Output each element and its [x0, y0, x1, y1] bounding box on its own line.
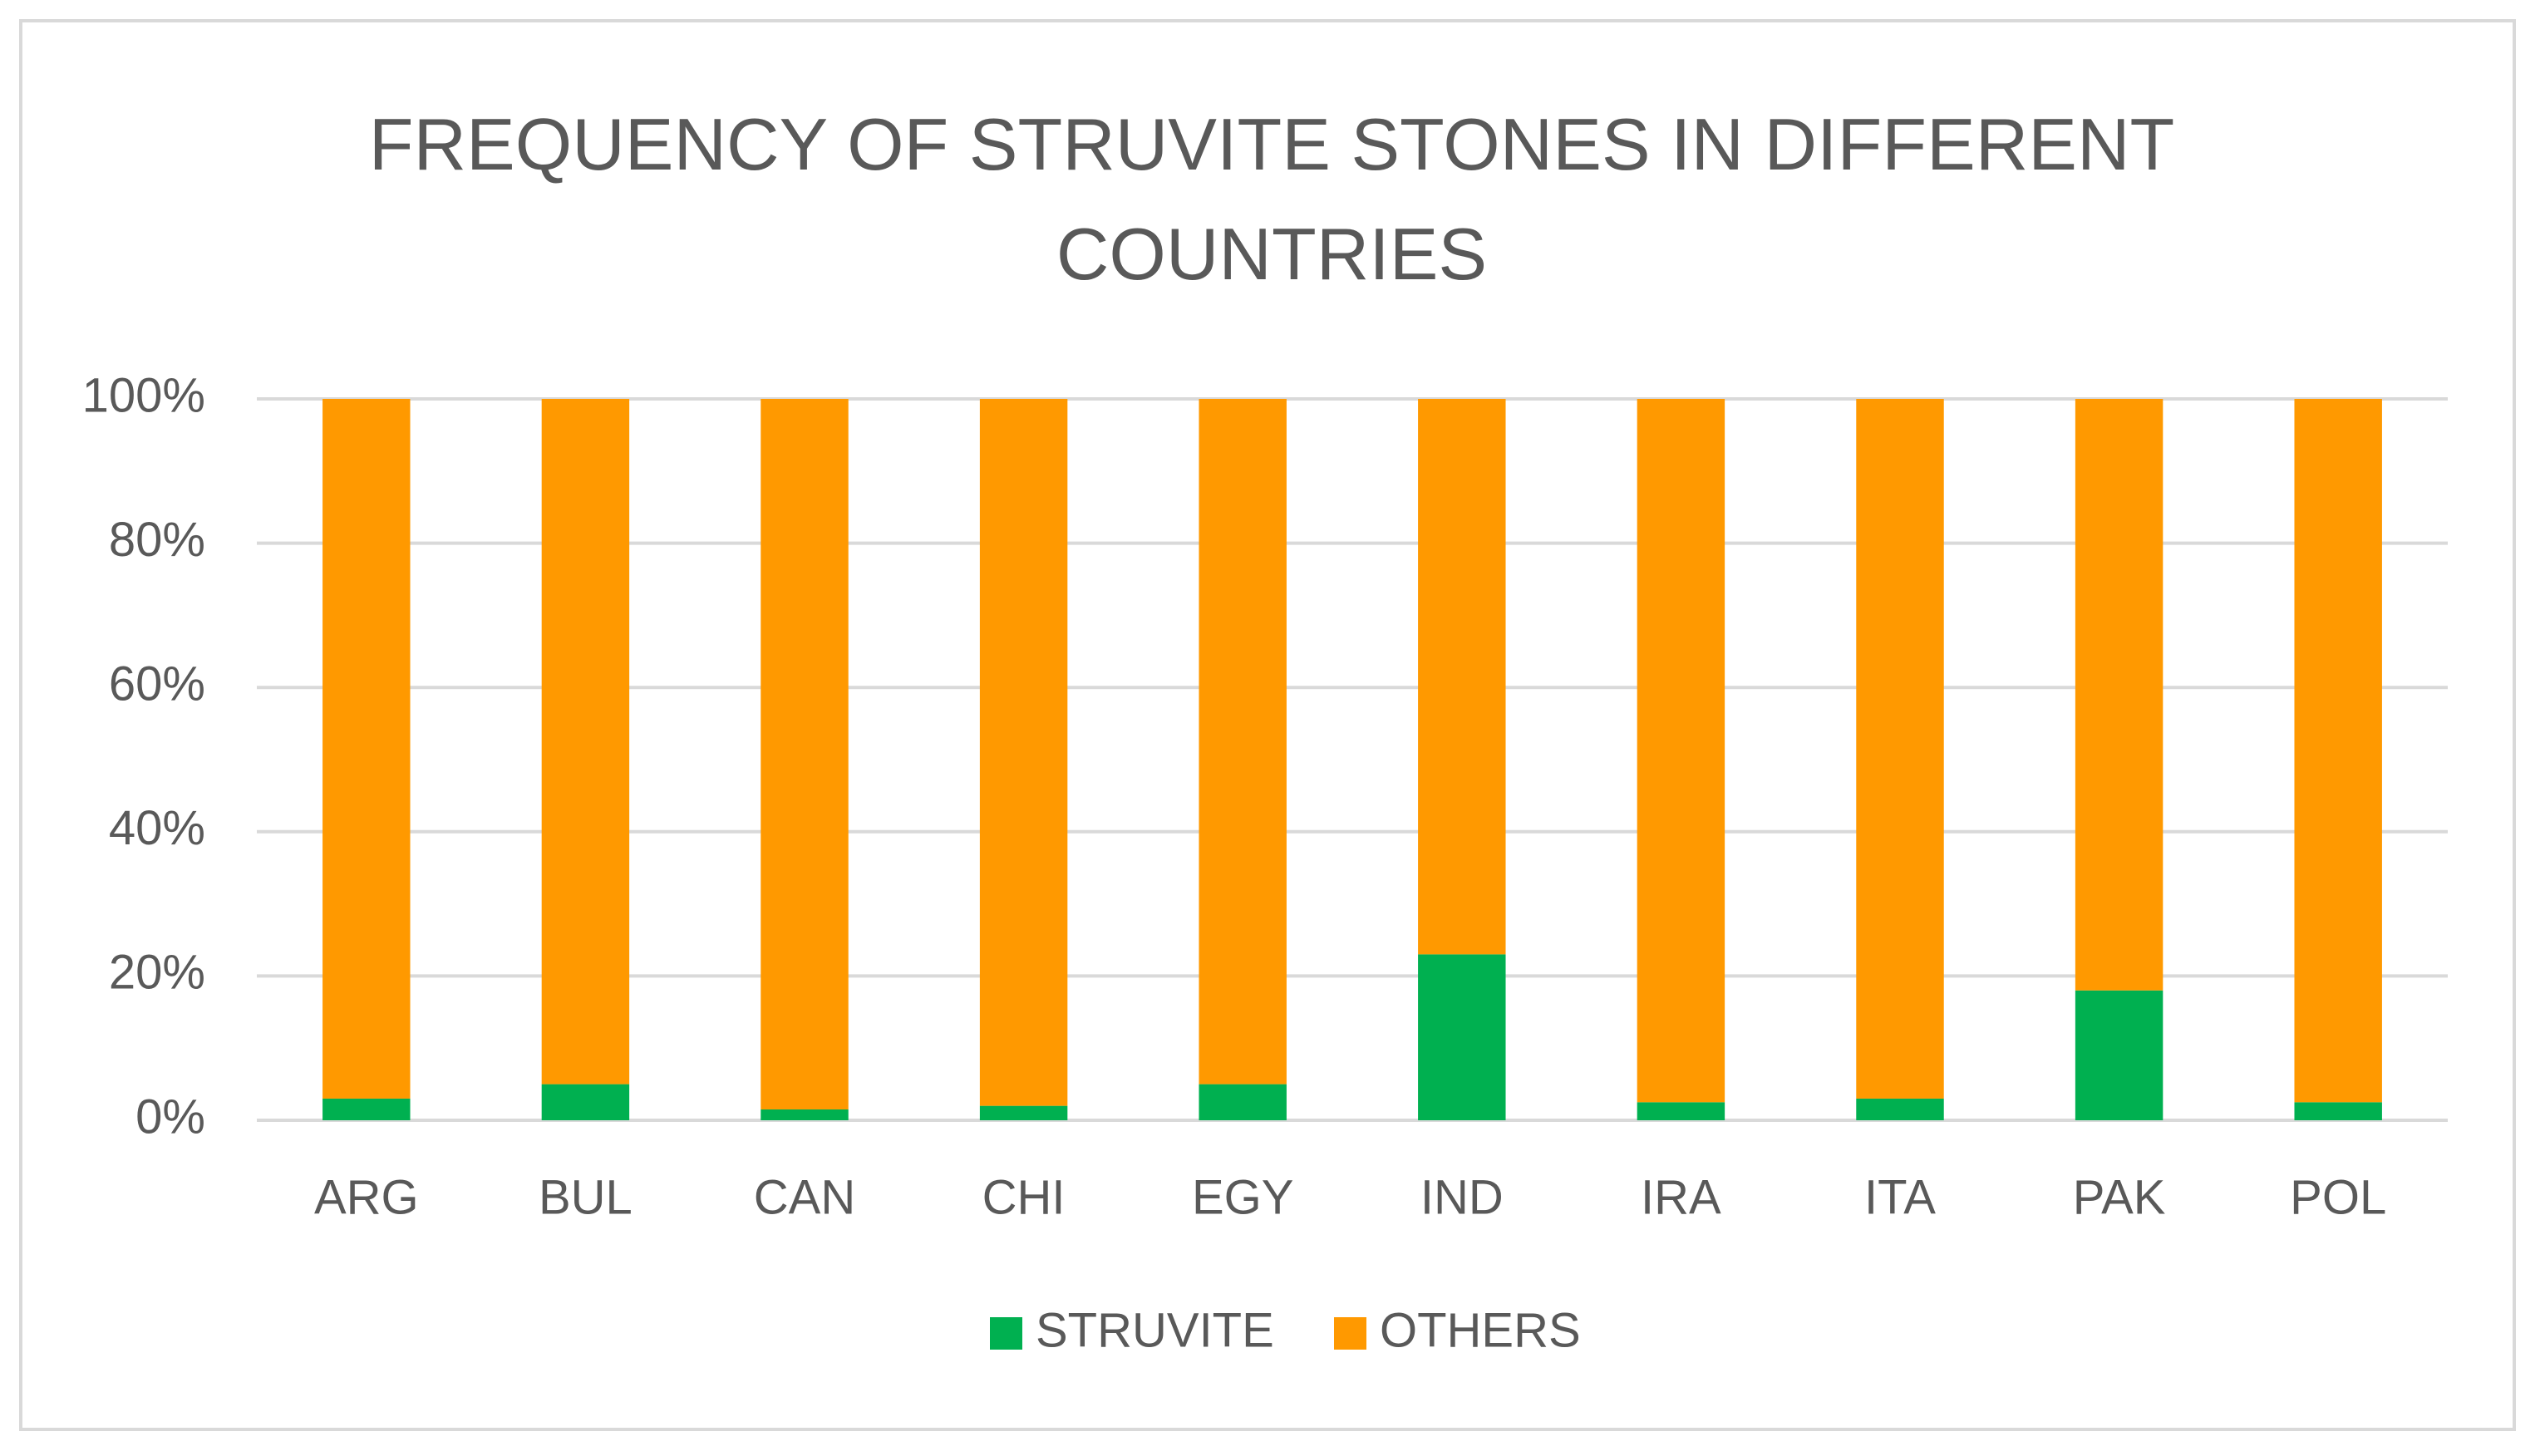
bar-segment [1418, 399, 1506, 955]
x-tick-label: ARG [314, 1170, 419, 1224]
x-tick-label: IRA [1641, 1170, 1721, 1224]
x-tick-label: CHI [982, 1170, 1066, 1224]
legend-swatch [990, 1317, 1022, 1350]
bar-segment [1856, 1098, 1944, 1120]
bar-segment [541, 1084, 630, 1120]
x-tick-label: IND [1420, 1170, 1504, 1224]
x-tick-label: POL [2290, 1170, 2386, 1224]
bar-segment [1199, 1084, 1287, 1120]
y-tick-label: 80% [109, 513, 205, 567]
bar-segment [541, 399, 630, 1085]
y-tick-label: 0% [135, 1090, 205, 1144]
bar-segment [2294, 399, 2382, 1103]
bar-segment [1418, 954, 1506, 1120]
legend-label: OTHERS [1380, 1303, 1581, 1357]
bar-segment [761, 399, 849, 1109]
bar-segment [2075, 399, 2163, 991]
bar-segment [979, 1105, 1068, 1120]
bar-segment [1637, 399, 1725, 1103]
bar-segment [1637, 1102, 1725, 1120]
x-tick-label: PAK [2073, 1170, 2166, 1224]
y-tick-label: 60% [109, 657, 205, 711]
bar-segment [1199, 399, 1287, 1085]
bar-segment [761, 1109, 849, 1120]
bar-segment [2075, 990, 2163, 1120]
x-tick-label: BUL [539, 1170, 633, 1224]
legend-swatch [1334, 1317, 1366, 1350]
chart-title: FREQUENCY OF STRUVITE STONES IN DIFFEREN… [368, 103, 2175, 295]
chart-frame [19, 19, 2516, 1431]
bar-segment [322, 399, 411, 1099]
bar-segment [1856, 399, 1944, 1099]
x-tick-label: CAN [754, 1170, 855, 1224]
x-tick-label: EGY [1192, 1170, 1294, 1224]
x-tick-label: ITA [1864, 1170, 1936, 1224]
y-tick-label: 20% [109, 946, 205, 1000]
y-tick-label: 100% [82, 368, 205, 422]
bar-segment [2294, 1102, 2382, 1120]
bar-segment [322, 1098, 411, 1120]
y-tick-label: 40% [109, 801, 205, 855]
legend-label: STRUVITE [1036, 1303, 1274, 1357]
bar-segment [979, 399, 1068, 1106]
